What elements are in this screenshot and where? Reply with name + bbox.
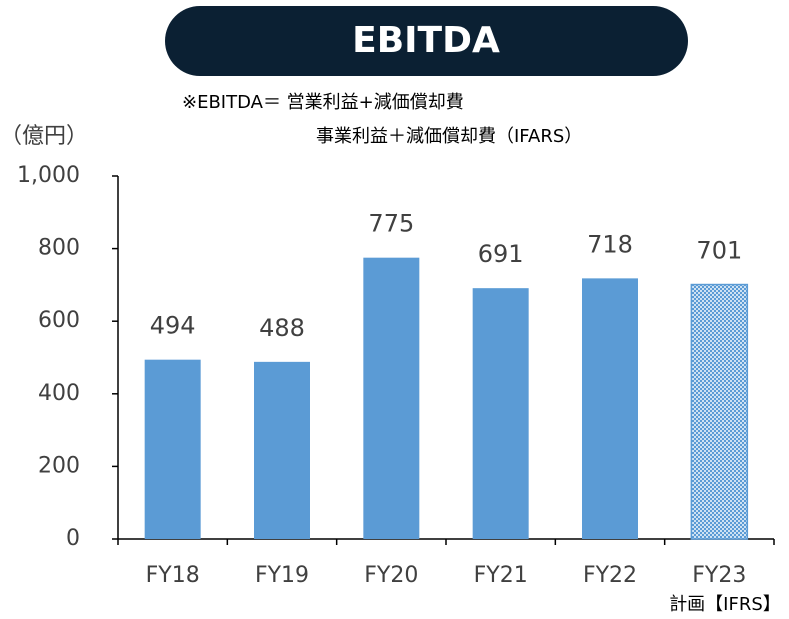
x-tick-label: FY18 <box>146 563 200 588</box>
chart-title: EBITDA <box>352 20 500 61</box>
bar <box>144 359 201 539</box>
category-note: 計画【IFRS】 <box>669 594 781 615</box>
x-tick-label: FY21 <box>474 563 528 588</box>
data-label: 691 <box>478 240 524 268</box>
data-label: 488 <box>259 314 305 342</box>
bar <box>690 283 749 540</box>
y-tick-label: 600 <box>38 308 80 333</box>
data-label: 701 <box>696 237 742 265</box>
data-label: 775 <box>368 210 414 238</box>
bar <box>472 288 529 539</box>
x-tick-label: FY20 <box>364 563 418 588</box>
bar <box>254 361 310 539</box>
data-label: 718 <box>587 230 633 258</box>
y-tick-label: 0 <box>66 526 80 551</box>
y-tick-label: 1,000 <box>17 163 80 188</box>
y-tick-label: 200 <box>38 453 80 478</box>
bar <box>363 257 420 539</box>
note: 事業利益＋減価償却費（IFARS） <box>316 126 582 147</box>
y-tick-label: 400 <box>38 381 80 406</box>
x-tick-label: FY22 <box>583 563 637 588</box>
note: ※EBITDA＝ 営業利益+減価償却費 <box>182 92 464 113</box>
data-label: 494 <box>150 312 196 340</box>
x-tick-label: FY23 <box>692 563 746 588</box>
bar <box>582 278 638 539</box>
y-axis-label: （億円） <box>0 124 88 149</box>
title-pill <box>165 6 688 76</box>
y-tick-label: 800 <box>38 236 80 261</box>
x-tick-label: FY19 <box>255 563 309 588</box>
